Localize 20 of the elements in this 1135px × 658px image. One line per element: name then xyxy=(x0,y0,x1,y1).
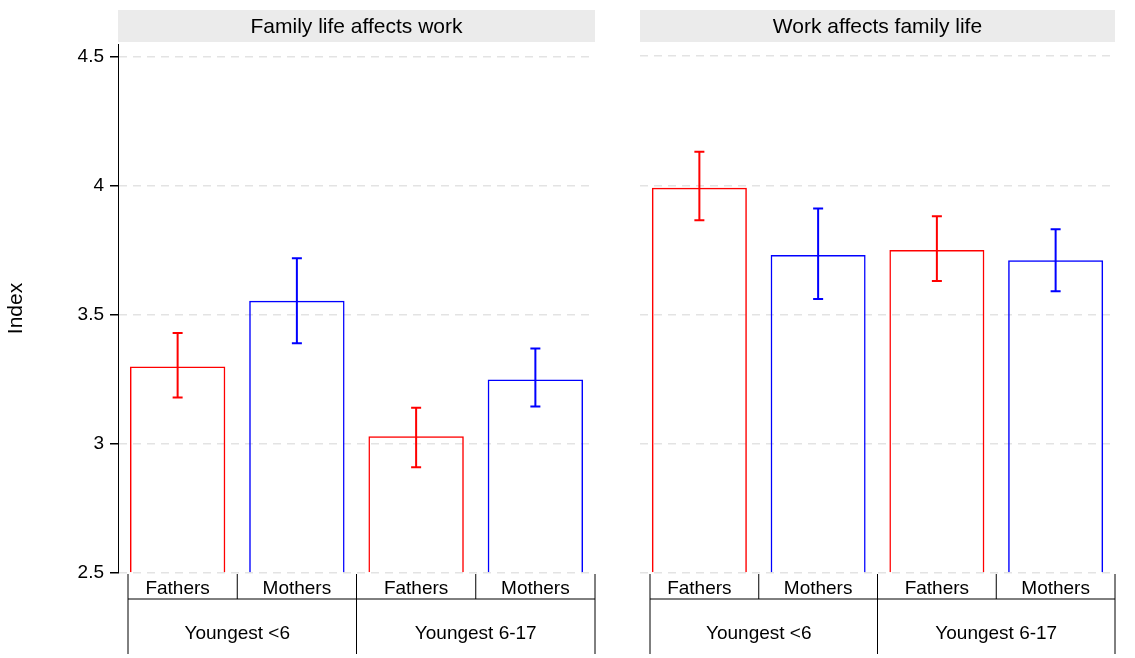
y-tick-label: 3 xyxy=(93,432,104,454)
y-tick-label: 4.5 xyxy=(77,45,104,67)
x-tick-label: Mothers xyxy=(501,576,570,598)
text: Youngest 6-17 xyxy=(935,622,1058,644)
x-tick-label: Fathers xyxy=(904,576,970,598)
x-tick-label: Mothers xyxy=(262,576,332,598)
x-tick-label: Fathers xyxy=(383,576,449,598)
text: Youngest <6 xyxy=(184,622,290,644)
x-tick-label: Mothers xyxy=(783,576,853,598)
y-tick-label: 4 xyxy=(93,174,105,196)
chart-title: Work affects family life xyxy=(640,10,1115,42)
text: Youngest <6 xyxy=(706,622,812,644)
x-tick-label: Fathers xyxy=(667,576,732,598)
y-axis-title: Index xyxy=(3,282,27,335)
text: Youngest 6-17 xyxy=(414,622,537,644)
x-tick-label: Fathers xyxy=(145,576,210,598)
x-tick-label: Mothers xyxy=(1021,576,1090,598)
y-tick-label: 3.5 xyxy=(77,303,104,325)
chart-title: Family life affects work xyxy=(118,10,595,42)
y-tick-label: 2.5 xyxy=(77,561,104,583)
